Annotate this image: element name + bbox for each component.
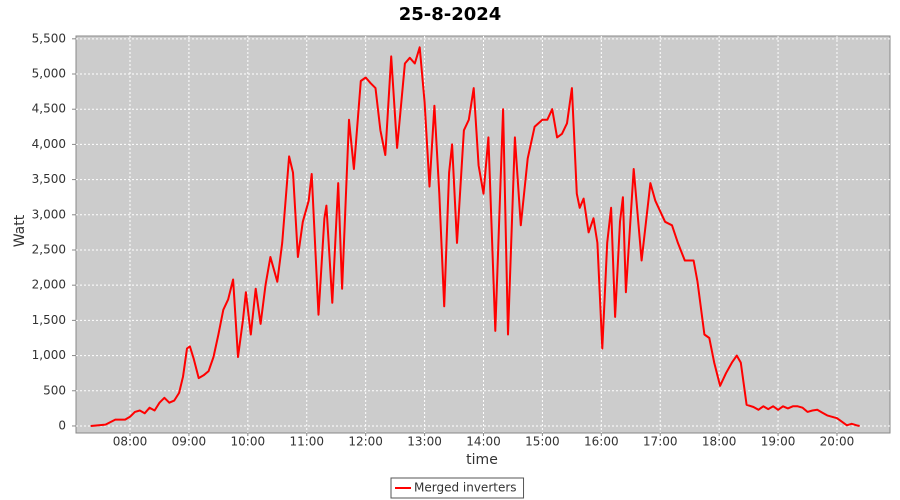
y-tick-label: 3,500 [32, 172, 66, 186]
x-tick-label: 13:00 [407, 435, 442, 449]
y-tick-label: 2,500 [32, 242, 66, 256]
legend-box [390, 477, 525, 499]
x-tick-label: 09:00 [172, 435, 207, 449]
x-axis-title: time [466, 452, 498, 468]
y-tick-label: 4,500 [32, 102, 66, 116]
x-tick-label: 12:00 [348, 435, 383, 449]
y-tick-label: 1,000 [32, 348, 66, 362]
y-tick-label: 4,000 [32, 137, 66, 151]
y-tick-label: 3,000 [32, 207, 66, 221]
y-axis-title: Watt [12, 214, 28, 247]
y-tick-label: 2,000 [32, 278, 66, 292]
chart-title: 25-8-2024 [399, 4, 502, 25]
x-tick-label: 18:00 [702, 435, 737, 449]
x-tick-label: 16:00 [584, 435, 619, 449]
x-tick-label: 15:00 [525, 435, 560, 449]
x-tick-label: 19:00 [761, 435, 796, 449]
y-tick-label: 1,500 [32, 313, 66, 327]
x-tick-label: 14:00 [466, 435, 501, 449]
y-tick-label: 500 [43, 383, 66, 397]
x-tick-label: 10:00 [231, 435, 266, 449]
x-tick-label: 17:00 [643, 435, 678, 449]
y-tick-label: 5,000 [32, 67, 66, 81]
y-tick-label: 0 [58, 418, 66, 432]
series-line [90, 46, 860, 427]
x-tick-label: 20:00 [820, 435, 855, 449]
legend-label: Merged inverters [414, 481, 517, 495]
y-tick-label: 5,500 [32, 31, 66, 45]
x-tick-label: 11:00 [289, 435, 324, 449]
plot-area [75, 35, 891, 434]
x-tick-label: 08:00 [113, 435, 148, 449]
legend-item: Merged inverters [390, 477, 525, 499]
